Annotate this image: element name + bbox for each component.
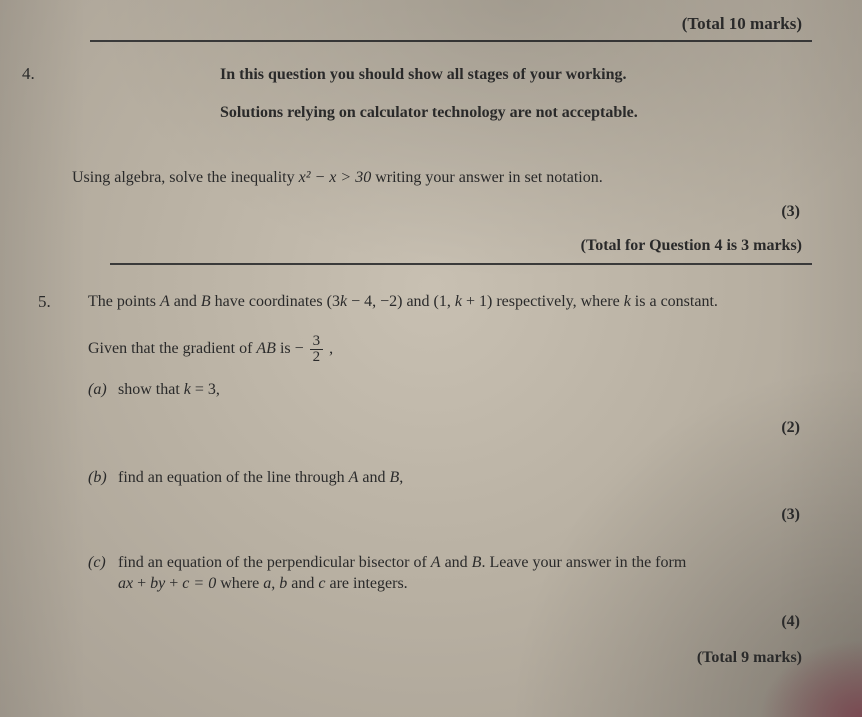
q5-intro: The points A and B have coordinates (3k … (88, 291, 812, 313)
q5-k3: k (624, 293, 631, 310)
divider-top (90, 40, 812, 42)
q5b-post: , (399, 469, 403, 486)
q5-B: B (201, 293, 211, 310)
q5b-label: (b) (88, 467, 118, 489)
q4-instruction-2: Solutions relying on calculator technolo… (220, 102, 812, 124)
q5a-text: show that k = 3, (118, 379, 812, 401)
q5-part-b: (b) find an equation of the line through… (88, 467, 812, 489)
q5a-label: (a) (88, 379, 118, 401)
q5c-mid: . Leave your answer in the form (481, 554, 686, 571)
q4-instruction-1: In this question you should show all sta… (220, 64, 812, 86)
q4-body: Using algebra, solve the inequality x² −… (72, 169, 812, 187)
q5-t2: and (170, 293, 201, 310)
q5a-k: k (184, 381, 191, 398)
q5b-B: B (390, 469, 400, 486)
q5-t4: − 4, −2) and (1, (347, 293, 455, 310)
q4-marks: (3) (30, 203, 812, 221)
fraction: 32 (310, 334, 324, 365)
q4-number: 4. (22, 64, 35, 84)
question-4: 4. In this question you should show all … (30, 64, 812, 125)
question-5: 5. The points A and B have coordinates (… (30, 291, 812, 668)
q4-text-pre: Using algebra, solve the inequality (72, 169, 299, 186)
exam-page: (Total 10 marks) 4. In this question you… (0, 0, 862, 717)
q5-gmid: is − (276, 341, 308, 358)
q4-inequality: x² − x > 30 (299, 169, 372, 186)
q5-t6: is a constant. (631, 293, 718, 310)
prev-total: (Total 10 marks) (30, 0, 812, 34)
q5b-pre: find an equation of the line through (118, 469, 349, 486)
q5-given: Given that the gradient of AB is − 32 , (88, 334, 812, 365)
q5c-label: (c) (88, 552, 118, 595)
q5-k2: k (455, 293, 462, 310)
q5-k1: k (340, 293, 347, 310)
q5c-and: and (441, 554, 472, 571)
q5-number: 5. (38, 291, 51, 314)
divider-q4 (110, 263, 812, 265)
q5-part-a: (a) show that k = 3, (88, 379, 812, 401)
q5c-text: find an equation of the perpendicular bi… (118, 552, 812, 595)
q5c-p2: + (165, 575, 182, 592)
q5c-p1: + (133, 575, 150, 592)
q5c-pre: find an equation of the perpendicular bi… (118, 554, 431, 571)
q5-t1: The points (88, 293, 160, 310)
q5b-A: A (349, 469, 359, 486)
q5c-and2: and (287, 575, 318, 592)
frac-den: 2 (310, 350, 324, 365)
q5-A: A (160, 293, 170, 310)
q5a-marks: (2) (88, 417, 812, 439)
q5-total: (Total 9 marks) (88, 647, 812, 669)
q5c-a: a (118, 575, 126, 592)
q5-gpost: , (325, 341, 333, 358)
q5c-eq: = 0 (189, 575, 216, 592)
q5a-pre: show that (118, 381, 184, 398)
q5c-c2: c (318, 575, 325, 592)
frac-num: 3 (310, 334, 324, 350)
q5-t5: + 1) respectively, where (462, 293, 624, 310)
q4-text-post: writing your answer in set notation. (371, 169, 603, 186)
q5c-where: where (216, 575, 263, 592)
q5c-B: B (472, 554, 482, 571)
q5c-b: b (150, 575, 158, 592)
q5b-and: and (358, 469, 389, 486)
q5-gpre: Given that the gradient of (88, 341, 256, 358)
q5b-marks: (3) (88, 504, 812, 526)
q5c-post: are integers. (326, 575, 408, 592)
q5c-A: A (431, 554, 441, 571)
q5-t3: have coordinates (3 (211, 293, 340, 310)
q5-AB: AB (256, 341, 276, 358)
q5-part-c: (c) find an equation of the perpendicula… (88, 552, 812, 595)
q5b-text: find an equation of the line through A a… (118, 467, 812, 489)
q5c-marks: (4) (88, 611, 812, 633)
q5a-post: = 3, (191, 381, 220, 398)
q4-total: (Total for Question 4 is 3 marks) (30, 237, 812, 255)
